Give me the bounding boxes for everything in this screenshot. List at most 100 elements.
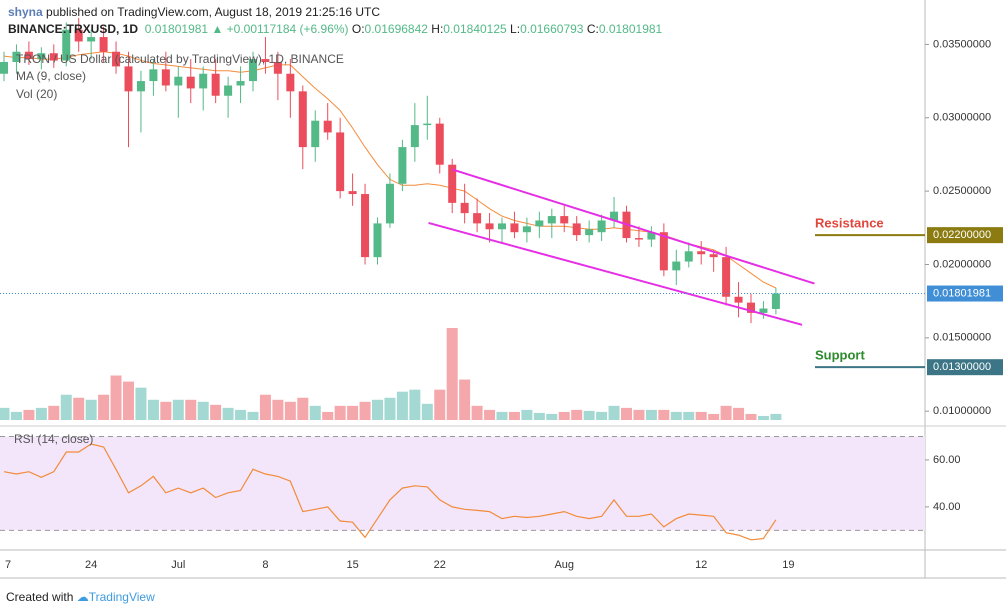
volume-bar: [596, 411, 608, 420]
h-label: H:: [431, 22, 444, 36]
volume-bar: [496, 411, 508, 420]
volume-layer: [0, 328, 782, 420]
candle-body: [273, 62, 282, 74]
candle-body: [697, 251, 706, 255]
candle-body: [485, 223, 494, 230]
volume-bar: [235, 409, 247, 420]
volume-bar: [259, 394, 271, 420]
x-tick-label: Aug: [554, 559, 574, 571]
volume-bar: [372, 399, 383, 420]
x-tick-label: 7: [5, 559, 11, 571]
volume-bar: [110, 375, 122, 420]
footer: Created with ☁TradingView: [6, 590, 155, 604]
volume-bar: [384, 397, 396, 420]
level-tag: [927, 359, 1003, 376]
channel-line: [451, 168, 815, 285]
x-tick-label: 19: [782, 559, 794, 571]
author: shyna: [8, 5, 43, 19]
candle-body: [211, 73, 220, 96]
candle-body: [87, 37, 96, 42]
candle-body: [161, 69, 170, 86]
rsi-tick-label: 40.00: [933, 501, 961, 513]
volume-bar: [733, 407, 745, 420]
c-label: C:: [586, 22, 599, 36]
candle-body: [709, 254, 718, 258]
candle-body: [174, 76, 183, 86]
rsi-line: [3, 443, 777, 541]
candle-body: [236, 81, 245, 86]
x-tick-label: 12: [695, 559, 707, 571]
h-value: 0.01840125: [443, 22, 507, 36]
x-tick-label: 22: [434, 559, 446, 571]
candle-body: [510, 223, 519, 233]
candle-body: [49, 53, 58, 61]
candle-body: [112, 51, 121, 67]
candle-body: [473, 213, 482, 224]
volume-bar: [409, 389, 421, 420]
volume-bar: [695, 411, 707, 420]
volume-bar: [658, 409, 670, 420]
volume-bar: [459, 379, 471, 420]
candle-body: [336, 132, 345, 192]
y-tick-label: 0.01500000: [933, 332, 991, 344]
candle-body: [261, 59, 270, 63]
candle-body: [99, 37, 108, 52]
candle-body: [12, 51, 21, 63]
volume-bar: [172, 399, 184, 420]
x-tick-label: 8: [262, 559, 268, 571]
volume-bar: [558, 411, 570, 420]
x-tick-label: Jul: [171, 559, 185, 571]
volume-bar: [210, 404, 222, 420]
volume-bar: [0, 407, 10, 420]
x-tick-label: 15: [346, 559, 358, 571]
volume-bar: [546, 413, 558, 420]
y-tick-label: 0.02000000: [933, 258, 991, 270]
candle-body: [298, 91, 307, 148]
candle-body: [684, 251, 693, 262]
candle-body: [771, 293, 780, 309]
volume-bar: [745, 413, 757, 420]
candle-body: [311, 120, 320, 148]
candle-body: [572, 223, 581, 236]
candle-body: [136, 81, 145, 92]
ma-legend: MA (9, close): [16, 69, 86, 83]
level-name: Resistance: [815, 216, 884, 231]
volume-bar: [396, 391, 408, 420]
volume-bar: [98, 394, 110, 420]
volume-bar: [508, 411, 520, 420]
volume-bar: [247, 411, 259, 420]
last-price-tag: [927, 285, 1003, 302]
channel-line: [428, 221, 803, 326]
candle-body: [149, 69, 158, 82]
volume-bar: [421, 403, 433, 420]
volume-bar: [446, 328, 458, 420]
level-label: 0.02200000: [933, 229, 991, 241]
candle-body: [448, 164, 457, 203]
candle-body: [547, 216, 556, 224]
candle-body: [410, 125, 419, 148]
o-value: 0.01696842: [364, 22, 428, 36]
candle-body: [37, 53, 46, 60]
candle-body: [186, 76, 195, 89]
c-value: 0.01801981: [598, 22, 663, 36]
volume-bar: [73, 397, 85, 420]
candle-body: [560, 216, 569, 224]
volume-bar: [359, 401, 371, 420]
candle-body: [398, 147, 407, 184]
volume-bar: [135, 387, 147, 420]
candle-body: [249, 59, 257, 82]
volume-bar: [322, 411, 334, 420]
volume-bar: [347, 405, 359, 420]
volume-bar: [123, 381, 134, 420]
chart-title: TRON / US Dollar (calculated by TradingV…: [16, 52, 344, 66]
logo: ☁: [76, 590, 89, 604]
candle-body: [659, 232, 668, 271]
symbol: BINANCE:TRXUSD, 1D: [8, 22, 139, 36]
candle-body: [460, 202, 469, 214]
volume-bar: [309, 405, 321, 420]
volume-bar: [10, 411, 22, 420]
volume-bar: [608, 405, 620, 420]
volume-bar: [434, 389, 446, 420]
